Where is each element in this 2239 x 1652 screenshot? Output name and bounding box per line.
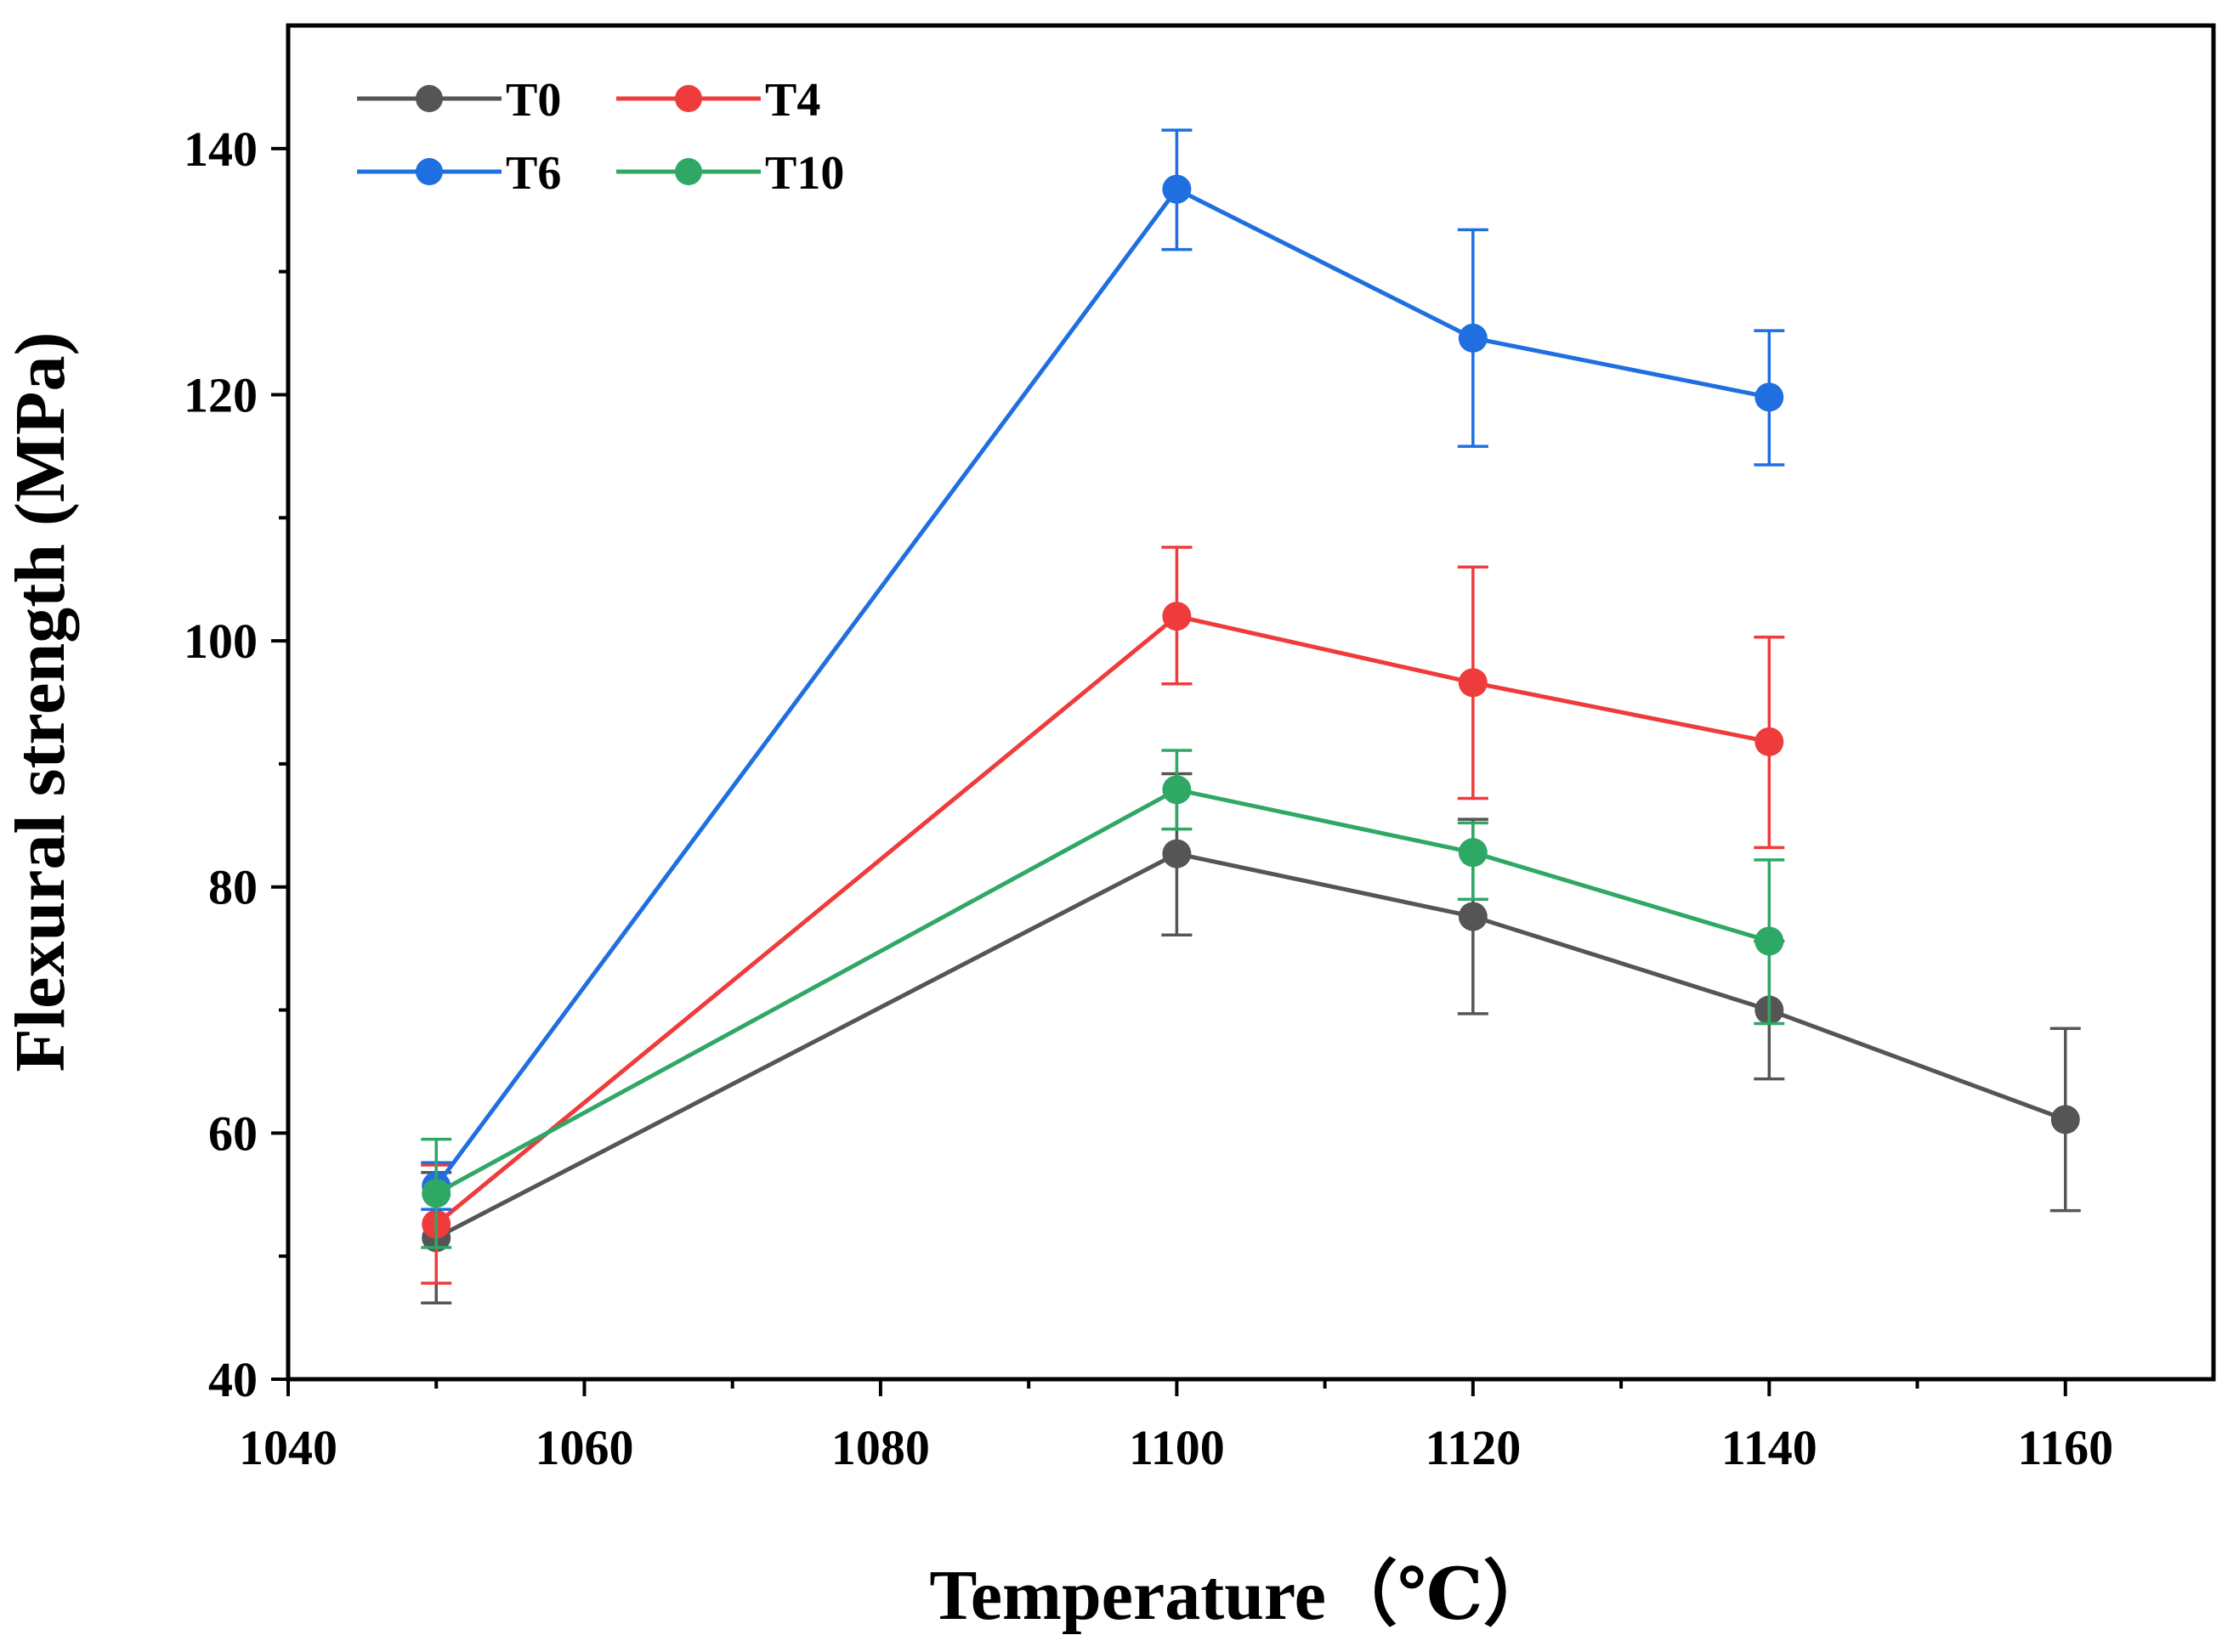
x-tick-label: 1100 [1129,1420,1225,1475]
legend-swatch-marker [416,158,443,185]
y-tick-label: 40 [208,1352,258,1407]
legend-item-T10: T10 [616,147,844,200]
legend-swatch-marker [675,158,702,185]
series-line [435,787,1771,1196]
legend-swatch-marker [675,85,702,112]
data-point [1754,926,1784,956]
y-tick-label: 100 [184,614,258,669]
data-point [422,1179,451,1208]
data-point [1458,323,1488,353]
data-point [1458,838,1488,868]
data-point [1162,839,1192,868]
y-tick-label: 60 [208,1106,258,1161]
x-axis-title: Temperature（℃） [929,1556,1554,1635]
series-line [434,614,1770,1226]
y-tick-label: 80 [208,860,258,915]
y-axis-title: Flexural strength (MPa) [1,332,80,1072]
legend-label: T4 [765,74,820,127]
data-point [1458,902,1488,931]
legend-label: T10 [765,147,844,200]
legend-item-T0: T0 [357,74,561,127]
series-T6 [421,128,1785,1211]
data-point [1754,382,1784,412]
legend-label: T6 [506,147,561,200]
legend-swatch-marker [416,85,443,112]
series-line [435,851,2066,1240]
data-point [1162,775,1192,805]
x-tick-label: 1080 [831,1420,930,1475]
data-point [2050,1105,2080,1134]
legend-item-T6: T6 [357,147,561,200]
x-tick-label: 1060 [535,1420,633,1475]
legend-label: T0 [506,74,561,127]
y-tick-label: 140 [184,122,258,177]
series-T0 [421,772,2081,1304]
series-T10 [421,749,1785,1249]
series-layer [421,128,2081,1304]
x-tick-label: 1120 [1425,1420,1521,1475]
legend-item-T4: T4 [616,74,820,127]
data-point [1162,602,1192,631]
data-point [1458,668,1488,698]
data-point [1162,174,1192,204]
x-tick-label: 1160 [2017,1420,2113,1475]
plot-frame [286,23,2216,1382]
x-tick-label: 1040 [239,1420,337,1475]
y-tick-label: 120 [184,367,258,422]
x-tick-label: 1140 [1721,1420,1817,1475]
axis-ticks: 1040 1060 1080 1100 1120 1140 1160 40 60 80 100 120… [184,122,2113,1475]
series-T4 [421,546,1785,1285]
series-line [434,187,1770,1188]
data-point [1754,727,1784,756]
legend: T0 T4 T6 T10 [357,74,844,200]
